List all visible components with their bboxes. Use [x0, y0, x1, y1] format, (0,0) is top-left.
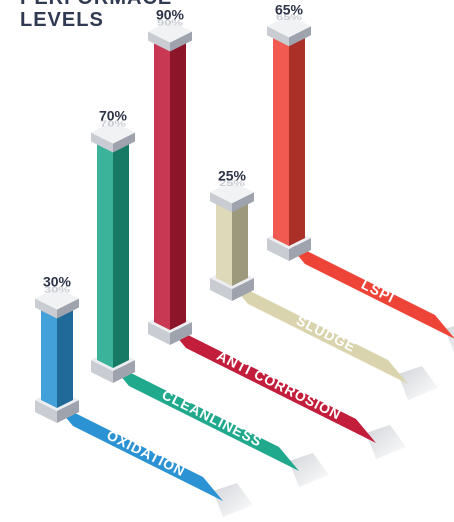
ribbon-band: [228, 280, 408, 384]
pillar-cap-right: [232, 192, 254, 213]
value-label-oxidation: 30%: [43, 274, 72, 290]
pillar-cap-top: [35, 287, 79, 310]
pillar-cap-left: [35, 298, 57, 319]
pillar-base-left: [148, 322, 170, 345]
bar-sludge: [216, 199, 232, 286]
value-label-ghost: 90%: [157, 19, 184, 28]
category-label-sludge: SLUDGE: [294, 312, 359, 355]
floor-ribbon-anti-corrosion: ANTI CORROSION: [166, 324, 406, 459]
category-label-oxidation: OXIDATION: [104, 427, 188, 480]
floor-ribbon-lspi: LSPI: [285, 240, 454, 353]
category-label-lspi: LSPI: [359, 276, 398, 306]
ribbon-shadow: [398, 366, 438, 400]
chart-title: PERFORMACE LEVELS: [20, 0, 172, 31]
ribbon-band: [166, 324, 376, 443]
floor-ribbon-cleanliness: CLEANLINESS: [109, 362, 329, 487]
pillar-cap-top: [148, 20, 192, 43]
pillar-cap-top: [210, 181, 254, 204]
pillar-cap-right: [289, 26, 311, 47]
pillar-lspi: 65%65%: [267, 1, 311, 261]
pillar-base-right: [113, 360, 135, 383]
value-label-lspi: 65%: [275, 1, 304, 17]
bar-oxidation: [41, 305, 57, 408]
value-label-cleanliness: 70%: [99, 108, 128, 124]
pillar-cap-right: [170, 31, 192, 52]
ribbon-band: [285, 240, 454, 339]
pillar-base-left: [91, 360, 113, 383]
pillars: 30%30% 70%70% 90%90% 25%25% 65%65%: [35, 1, 311, 423]
pillar-anti-corrosion: 90%90%: [148, 7, 192, 345]
category-label-anti-corrosion: ANTI CORROSION: [214, 347, 344, 423]
pillar-cap-left: [267, 26, 289, 47]
ribbon-shadow: [445, 326, 454, 353]
ribbon-shadow: [289, 453, 329, 487]
pillar-cap-top: [267, 15, 311, 38]
bar-cleanliness: [97, 139, 113, 368]
pillar-cap-left: [91, 132, 113, 153]
value-label-ghost: 25%: [219, 180, 246, 189]
pillar-cleanliness: 70%70%: [91, 108, 135, 383]
pillar-cap-top: [91, 121, 135, 144]
chart-title-line-2: LEVELS: [20, 9, 104, 31]
bar-side-anti-corrosion: [170, 38, 186, 330]
ribbon-shadow: [366, 425, 406, 459]
bar-anti-corrosion: [154, 38, 170, 330]
value-label-sludge: 25%: [218, 167, 247, 183]
pillar-oxidation: 30%30%: [35, 274, 79, 423]
bar-side-cleanliness: [113, 139, 129, 368]
pillar-base-right: [170, 322, 192, 345]
pillar-cap-left: [148, 31, 170, 52]
category-label-cleanliness: CLEANLINESS: [160, 386, 265, 449]
value-label-anti-corrosion: 90%: [156, 7, 185, 23]
bar-side-lspi: [289, 33, 305, 246]
value-label-ghost: 70%: [100, 120, 127, 129]
pillar-base-left: [35, 400, 57, 423]
pillar-cap-right: [113, 132, 135, 153]
bar-side-oxidation: [57, 305, 73, 408]
ribbon-band: [109, 362, 299, 471]
ribbon-band: [53, 402, 223, 501]
pillar-base-left: [210, 278, 232, 301]
pillar-base-right: [57, 400, 79, 423]
bar-side-sludge: [232, 199, 248, 286]
value-label-ghost: 65%: [276, 14, 303, 23]
chart-title-line-1: PERFORMACE: [20, 0, 172, 9]
pillar-base-right: [289, 238, 311, 261]
pillar-base-left: [267, 238, 289, 261]
pillar-base-right: [232, 278, 254, 301]
value-label-ghost: 30%: [44, 286, 71, 295]
pillar-cap-right: [57, 298, 79, 319]
pillar-sludge: 25%25%: [210, 167, 254, 301]
ribbon-shadow: [213, 483, 253, 517]
bar-lspi: [273, 33, 289, 246]
pillar-cap-left: [210, 192, 232, 213]
